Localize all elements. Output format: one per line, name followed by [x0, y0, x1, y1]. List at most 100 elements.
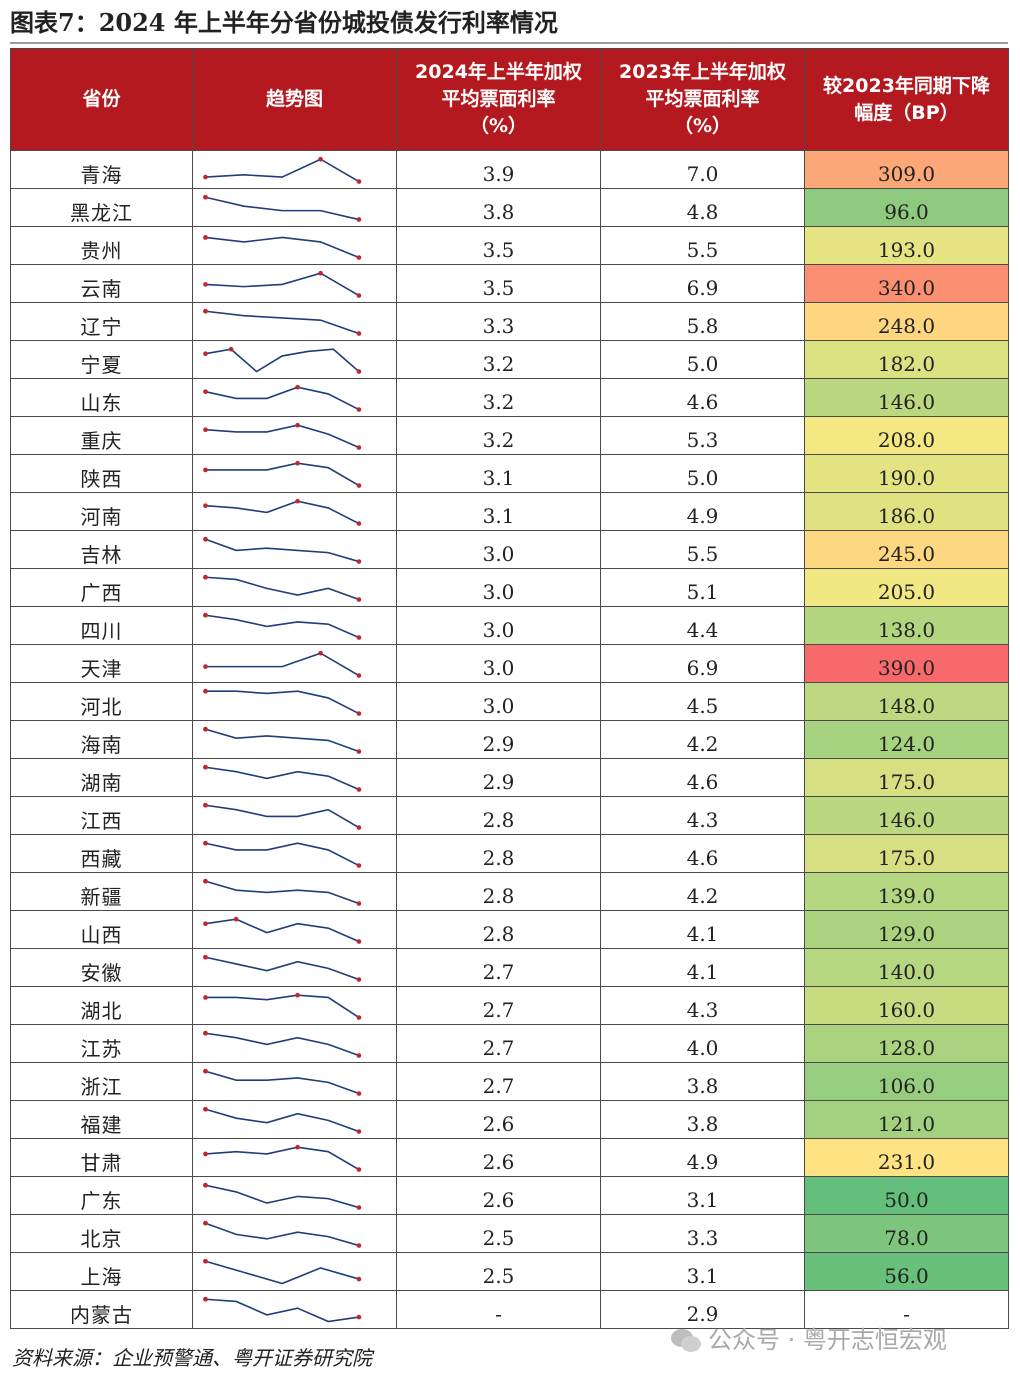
sparkline-path: [205, 918, 360, 943]
table-row: 上海 2.5 3.1 56.0: [10, 1252, 1009, 1291]
sparkline-path: [205, 614, 360, 639]
trend-cell: [192, 1176, 397, 1215]
sparkline-marker: [203, 351, 208, 357]
rate-2024-cell: 2.7: [396, 948, 601, 987]
sparkline-marker: [356, 1276, 362, 1282]
sparkline-path: [205, 386, 360, 411]
table-row: 广西 3.0 5.1 205.0: [10, 568, 1009, 607]
sparkline-marker: [356, 1015, 362, 1020]
decline-cell: 78.0: [804, 1214, 1009, 1253]
sparkline-marker: [295, 498, 300, 504]
rate-2024-cell: 2.9: [396, 758, 601, 797]
rate-2024-cell: 3.3: [396, 302, 601, 341]
sparkline-marker: [356, 179, 362, 184]
sparkline-path: [205, 424, 360, 449]
rate-2024-cell: 3.2: [396, 340, 601, 379]
province-cell: 吉林: [10, 530, 193, 569]
sparkline-path: [205, 272, 360, 297]
trend-cell: [192, 834, 397, 873]
decline-value: 160.0: [877, 997, 936, 1022]
sparkline-path: [205, 1146, 360, 1171]
rate-2024-cell: 2.5: [396, 1214, 601, 1253]
sparkline-marker: [203, 1106, 208, 1112]
decline-value: 193.0: [877, 237, 936, 262]
sparkline-marker: [356, 825, 362, 830]
decline-value: 146.0: [877, 389, 936, 414]
table-row: 四川 3.0 4.4 138.0: [10, 606, 1009, 645]
sparkline-marker: [356, 445, 362, 450]
sparkline-marker: [203, 878, 208, 884]
rate-value: 5.3: [686, 427, 719, 452]
sparkline-marker: [356, 331, 362, 336]
sparkline-marker: [356, 977, 362, 982]
province-cell: 北京: [10, 1214, 193, 1253]
sparkline: [203, 1106, 362, 1134]
rate-value: 3.5: [482, 237, 515, 262]
rate-2024-cell: 2.9: [396, 720, 601, 759]
province-name: 四川: [80, 619, 123, 643]
rate-2023-cell: 4.3: [600, 796, 805, 835]
province-name: 贵州: [80, 239, 123, 263]
decline-value: 309.0: [877, 161, 936, 186]
rate-2023-cell: 4.0: [600, 1024, 805, 1063]
sparkline-marker: [356, 901, 362, 906]
sparkline-path: [205, 728, 360, 753]
province-name: 甘肃: [80, 1151, 123, 1175]
rate-value: 4.6: [686, 845, 719, 870]
decline-value: 121.0: [877, 1111, 936, 1136]
rate-2024-cell: 2.6: [396, 1100, 601, 1139]
rate-value: 3.1: [482, 503, 515, 528]
decline-cell: 205.0: [804, 568, 1009, 607]
sparkline-marker: [203, 427, 208, 433]
rate-value: 2.6: [482, 1149, 515, 1174]
rate-value: 4.5: [686, 693, 719, 718]
rate-2023-cell: 4.5: [600, 682, 805, 721]
rate-2023-cell: 3.8: [600, 1100, 805, 1139]
rate-2023-cell: 4.6: [600, 758, 805, 797]
rate-value: 4.3: [686, 807, 719, 832]
sparkline: [203, 1296, 362, 1323]
decline-value: 139.0: [877, 883, 936, 908]
province-name: 北京: [80, 1227, 123, 1251]
province-cell: 内蒙古: [10, 1290, 193, 1329]
province-name: 广西: [80, 581, 123, 605]
figure-title: 图表7：2024 年上半年分省份城投债发行利率情况: [10, 8, 558, 37]
sparkline-marker: [356, 559, 362, 564]
province-cell: 广东: [10, 1176, 193, 1215]
rate-value: 4.6: [686, 389, 719, 414]
trend-cell: [192, 1252, 397, 1291]
rate-value: 6.9: [686, 655, 719, 680]
rate-value: 3.8: [686, 1073, 719, 1098]
rate-value: 7.0: [686, 161, 719, 186]
table-row: 安徽 2.7 4.1 140.0: [10, 948, 1009, 987]
rate-value: 3.2: [482, 389, 515, 414]
watermark: 公众号 · 粤开志恒宏观: [670, 1320, 947, 1355]
rate-2024-cell: 3.2: [396, 378, 601, 417]
decline-value: 186.0: [877, 503, 936, 528]
sparkline-path: [205, 652, 360, 677]
sparkline-path: [205, 196, 360, 221]
province-name: 新疆: [80, 885, 123, 909]
province-cell: 云南: [10, 264, 193, 303]
decline-value: 205.0: [877, 579, 936, 604]
sparkline-marker: [356, 1167, 362, 1172]
province-cell: 海南: [10, 720, 193, 759]
rate-2024-cell: 2.7: [396, 1062, 601, 1101]
decline-value: 78.0: [884, 1225, 929, 1250]
sparkline: [203, 688, 362, 716]
decline-cell: 175.0: [804, 758, 1009, 797]
province-cell: 天津: [10, 644, 193, 683]
rate-2024-cell: 3.0: [396, 682, 601, 721]
province-name: 河南: [80, 505, 123, 529]
sparkline-marker: [203, 1258, 208, 1264]
rate-value: 2.8: [482, 845, 515, 870]
sparkline-marker: [318, 270, 323, 276]
rate-2024-cell: 2.8: [396, 796, 601, 835]
trend-cell: [192, 1290, 397, 1329]
rate-2024-cell: 2.8: [396, 910, 601, 949]
header-trend: 趋势图: [192, 48, 397, 151]
decline-value: 175.0: [877, 845, 936, 870]
rate-2023-cell: 4.1: [600, 910, 805, 949]
rate-2023-cell: 4.2: [600, 872, 805, 911]
sparkline-marker: [356, 1091, 362, 1096]
